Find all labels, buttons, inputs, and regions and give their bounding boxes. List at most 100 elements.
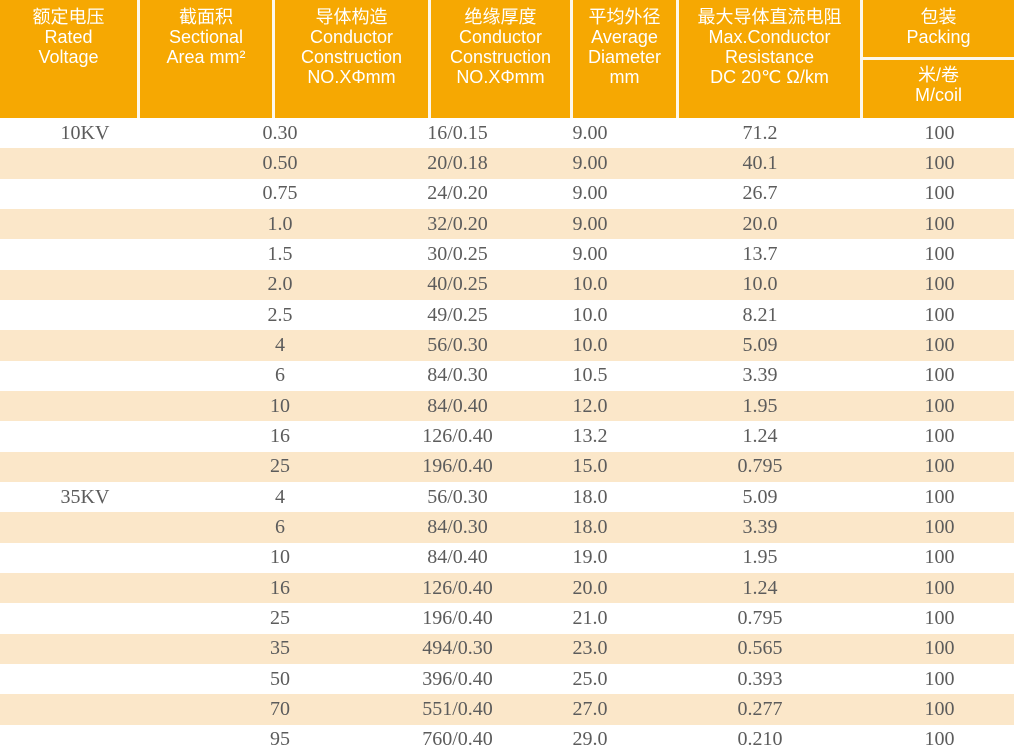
table-header: 额定电压 Rated Voltage 截面积 Sectional Area mm… [0,0,1014,118]
cell-area: 1.5 [267,242,293,265]
header-insulation-thickness-en2: Construction [449,47,552,67]
header-sectional-area: 截面积 Sectional Area mm² [140,0,272,118]
header-insulation-thickness: 绝缘厚度 Conductor Construction NO.XΦmm [431,0,570,118]
header-average-diameter-zh: 平均外径 [588,7,661,27]
header-conductor-construction-en1: Conductor [309,27,394,47]
cell-area: 35 [270,637,290,660]
cell-resistance: 20.0 [742,212,778,235]
cell-area: 25 [270,455,290,478]
cell-area: 4 [275,485,285,508]
header-sectional-area-zh: 截面积 [179,7,233,27]
cell-area: 25 [270,606,290,629]
cell-construction: 56/0.30 [427,485,488,508]
cell-resistance: 1.95 [742,546,778,569]
cell-diameter: 19.0 [572,546,608,569]
cell-resistance: 0.210 [737,728,783,751]
header-conductor-construction: 导体构造 Conductor Construction NO.XΦmm [275,0,428,118]
header-rated-voltage-zh: 额定电压 [32,7,105,27]
table-row: 2.5 49/0.25 10.0 8.21 100 [0,299,1014,331]
cell-packing: 100 [924,212,955,235]
cell-area: 2.5 [267,303,293,326]
cell-packing: 100 [924,637,955,660]
cell-construction: 49/0.25 [427,303,488,326]
table-row: 50 396/0.40 25.0 0.393 100 [0,663,1014,695]
cell-construction: 494/0.30 [422,637,493,660]
cell-resistance: 0.795 [737,606,783,629]
header-packing-unit-en: M/coil [914,85,962,105]
table-row: 16 126/0.40 13.2 1.24 100 [0,421,1014,452]
cell-diameter: 10.0 [572,273,608,296]
header-rated-voltage: 额定电压 Rated Voltage [0,0,137,118]
table-row: 1.0 32/0.20 9.00 20.0 100 [0,208,1014,240]
cell-construction: 16/0.15 [427,121,488,144]
table-row: 70 551/0.40 27.0 0.277 100 [0,694,1014,725]
cell-packing: 100 [924,151,955,174]
cell-diameter: 18.0 [572,485,608,508]
cell-construction: 30/0.25 [427,242,488,265]
cell-diameter: 18.0 [572,515,608,538]
cell-packing: 100 [924,485,955,508]
cell-diameter: 9.00 [572,242,608,265]
cell-area: 50 [270,667,290,690]
header-rated-voltage-en2: Voltage [38,47,99,67]
cell-resistance: 3.39 [742,364,778,387]
cell-area: 2.0 [267,273,293,296]
header-packing-column: 包装 Packing 米/卷 M/coil [863,0,1014,118]
cell-diameter: 9.00 [572,151,608,174]
cell-diameter: 27.0 [572,697,608,720]
cell-packing: 100 [924,697,955,720]
cell-construction: 84/0.30 [427,364,488,387]
header-average-diameter-en1: Average [591,27,658,47]
table-row: 35KV 4 56/0.30 18.0 5.09 100 [0,481,1014,513]
header-max-resistance-en3: DC 20℃ Ω/km [710,67,829,87]
cell-construction: 56/0.30 [427,333,488,356]
header-packing-unit-zh: 米/卷 [917,65,959,85]
header-packing-zh: 包装 [920,7,957,27]
cell-packing: 100 [924,303,955,326]
header-conductor-construction-en3: NO.XΦmm [307,67,396,87]
cell-area: 0.50 [262,151,298,174]
cell-packing: 100 [924,364,955,387]
cell-voltage: 10KV [60,121,110,144]
cell-construction: 760/0.40 [422,728,493,751]
cell-diameter: 29.0 [572,728,608,751]
header-max-resistance-zh: 最大导体直流电阻 [697,7,842,27]
cell-diameter: 10.0 [572,333,608,356]
cell-packing: 100 [924,394,955,417]
cell-construction: 396/0.40 [422,667,493,690]
cell-construction: 126/0.40 [422,576,493,599]
cell-packing: 100 [924,242,955,265]
cell-resistance: 40.1 [742,151,778,174]
header-rated-voltage-en1: Rated [44,27,93,47]
table-row: 95 760/0.40 29.0 0.210 100 [0,724,1014,755]
cell-resistance: 13.7 [742,242,778,265]
cell-diameter: 13.2 [572,424,608,447]
cell-area: 16 [270,576,290,599]
cell-area: 0.30 [262,121,298,144]
table-row: 16 126/0.40 20.0 1.24 100 [0,572,1014,604]
cell-construction: 84/0.40 [427,394,488,417]
cell-packing: 100 [924,333,955,356]
cell-resistance: 0.565 [737,637,783,660]
header-average-diameter-en3: mm [609,67,640,87]
cell-construction: 196/0.40 [422,455,493,478]
cell-packing: 100 [924,182,955,205]
header-packing-en: Packing [906,27,971,47]
cell-area: 95 [270,728,290,751]
cell-area: 6 [275,515,285,538]
cell-construction: 126/0.40 [422,424,493,447]
header-insulation-thickness-zh: 绝缘厚度 [464,7,537,27]
cell-resistance: 1.95 [742,394,778,417]
header-packing-unit: 米/卷 M/coil [863,60,1014,118]
cell-packing: 100 [924,667,955,690]
cell-resistance: 0.795 [737,455,783,478]
cell-construction: 551/0.40 [422,697,493,720]
table-row: 4 56/0.30 10.0 5.09 100 [0,330,1014,361]
cell-resistance: 1.24 [742,424,778,447]
table-row: 1.5 30/0.25 9.00 13.7 100 [0,239,1014,270]
cell-resistance: 0.277 [737,697,783,720]
cell-area: 10 [270,394,290,417]
cell-construction: 20/0.18 [427,151,488,174]
cell-diameter: 10.5 [572,364,608,387]
cell-resistance: 5.09 [742,485,778,508]
